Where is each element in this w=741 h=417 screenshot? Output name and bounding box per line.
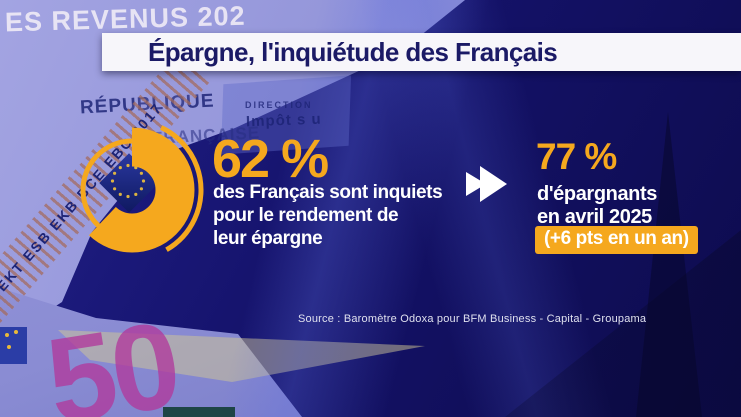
savings-donut-chart xyxy=(60,118,204,262)
stat-left-value: 62 % xyxy=(212,129,329,189)
eu-flag-fragment xyxy=(0,327,27,364)
stat-right-caption: d'épargnants en avril 2025 xyxy=(537,183,657,229)
stat-right-value: 77 % xyxy=(536,136,617,177)
stat-left-caption-line3: leur épargne xyxy=(213,228,323,249)
donut-segment-62 xyxy=(69,127,195,253)
background-text-direction: DIRECTION xyxy=(245,100,313,110)
trend-badge: (+6 pts en un an) xyxy=(535,226,698,254)
page-title: Épargne, l'inquiétude des Français xyxy=(148,36,558,67)
headline-banner: Épargne, l'inquiétude des Français xyxy=(102,33,741,71)
background-text-fifty: 50 xyxy=(38,295,186,417)
eu-stars xyxy=(110,163,146,199)
stat-left-caption: des Français sont inquiets pour le rende… xyxy=(213,181,443,250)
stat-left-caption-line1: des Français sont inquiets xyxy=(213,182,443,203)
donut-outer-arc xyxy=(60,118,204,262)
stat-right-caption-line2: en avril 2025 xyxy=(537,206,652,228)
source-credit: Source : Baromètre Odoxa pour BFM Busine… xyxy=(298,313,647,325)
stat-left-caption-line2: pour le rendement de xyxy=(213,205,399,226)
fast-forward-icon xyxy=(466,166,507,202)
stat-right-caption-line1: d'épargnants xyxy=(537,183,657,205)
background-banknote-green-strip xyxy=(163,407,235,417)
